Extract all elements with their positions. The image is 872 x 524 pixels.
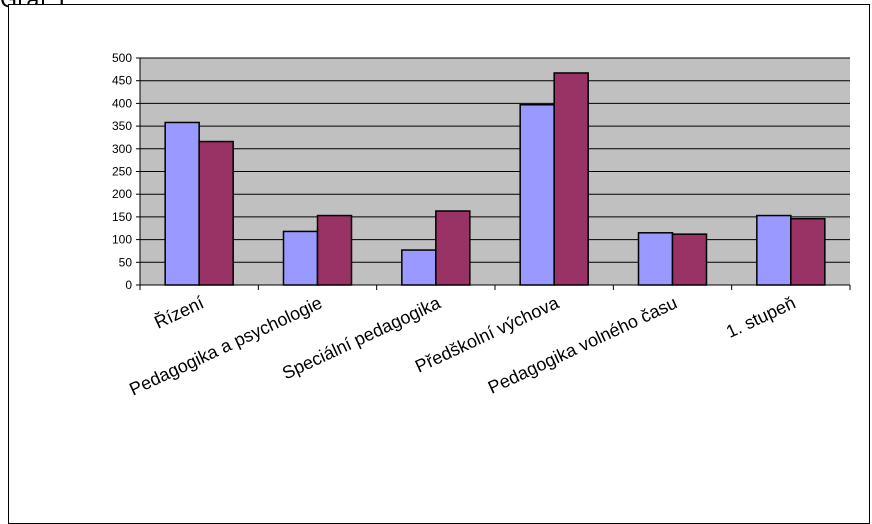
bar — [316, 214, 353, 286]
bar — [671, 233, 708, 286]
x-tick-label: 1. stupeň — [723, 292, 799, 341]
bar — [756, 214, 792, 286]
bar — [790, 217, 826, 286]
x-tick-label: Pedagogika volného času — [485, 292, 680, 397]
bar — [282, 230, 319, 286]
x-tick-label: Řízení — [151, 292, 207, 332]
y-tick-label: 50 — [119, 255, 133, 269]
y-tick-label: 150 — [112, 210, 132, 224]
y-tick-label: 0 — [125, 278, 132, 292]
y-tick-label: 300 — [112, 142, 132, 156]
y-tick-label: 250 — [112, 165, 132, 179]
bar — [198, 140, 234, 286]
x-tick-label: Pedagogika a psychologie — [126, 292, 325, 399]
bar — [401, 249, 437, 286]
y-axis-ticks: 0 50 100 150 200 250 300 350 400 450 500 — [112, 51, 140, 292]
axes — [139, 58, 851, 290]
bar — [164, 121, 200, 286]
bar — [637, 232, 674, 286]
y-tick-label: 500 — [112, 51, 132, 65]
gridlines — [140, 57, 850, 263]
y-tick-label: 350 — [112, 119, 132, 133]
y-tick-label: 400 — [112, 96, 132, 110]
y-tick-label: 100 — [112, 233, 132, 247]
y-tick-label: 200 — [112, 187, 132, 201]
y-tick-label: 450 — [112, 74, 132, 88]
bar — [519, 104, 555, 286]
bar — [435, 210, 471, 286]
bar — [553, 72, 589, 286]
